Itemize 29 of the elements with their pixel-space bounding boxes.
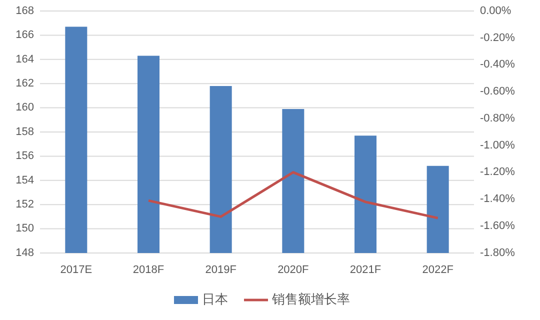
- x-tick-label: 2017E: [60, 264, 92, 276]
- y-tick-label: 158: [16, 126, 34, 138]
- y2-tick-label: -0.20%: [480, 32, 516, 44]
- y2-tick-label: -0.80%: [480, 112, 516, 124]
- x-tick-label: 2019F: [205, 264, 237, 276]
- y2-tick-label: -1.40%: [480, 193, 516, 206]
- y2-tick-label: -1.00%: [480, 139, 516, 152]
- y2-tick-label: -1.80%: [480, 246, 516, 259]
- legend-label: 日本: [202, 291, 228, 306]
- x-tick-label: 2018F: [132, 264, 164, 276]
- legend-label: 销售额增长率: [271, 291, 350, 306]
- y-tick-label: 152: [16, 198, 34, 211]
- y2-tick-label: 0.00%: [480, 4, 512, 17]
- y2-tick-label: -1.20%: [480, 166, 516, 178]
- y2-tick-label: -1.60%: [480, 220, 516, 232]
- y-tick-label: 156: [16, 150, 34, 162]
- x-tick-label: 2021F: [350, 264, 382, 276]
- x-tick-label: 2022F: [422, 264, 454, 276]
- y-tick-label: 168: [16, 4, 34, 17]
- y-tick-label: 148: [16, 246, 34, 259]
- y-tick-label: 166: [16, 29, 34, 42]
- y-tick-label: 160: [16, 102, 34, 114]
- y-tick-label: 154: [16, 174, 34, 186]
- y-tick-label: 162: [16, 78, 34, 90]
- y2-tick-label: -0.40%: [480, 58, 516, 71]
- y2-tick-label: -0.60%: [480, 86, 516, 98]
- x-tick-label: 2020F: [278, 264, 310, 276]
- y-tick-label: 150: [16, 222, 34, 235]
- y-tick-label: 164: [16, 53, 34, 66]
